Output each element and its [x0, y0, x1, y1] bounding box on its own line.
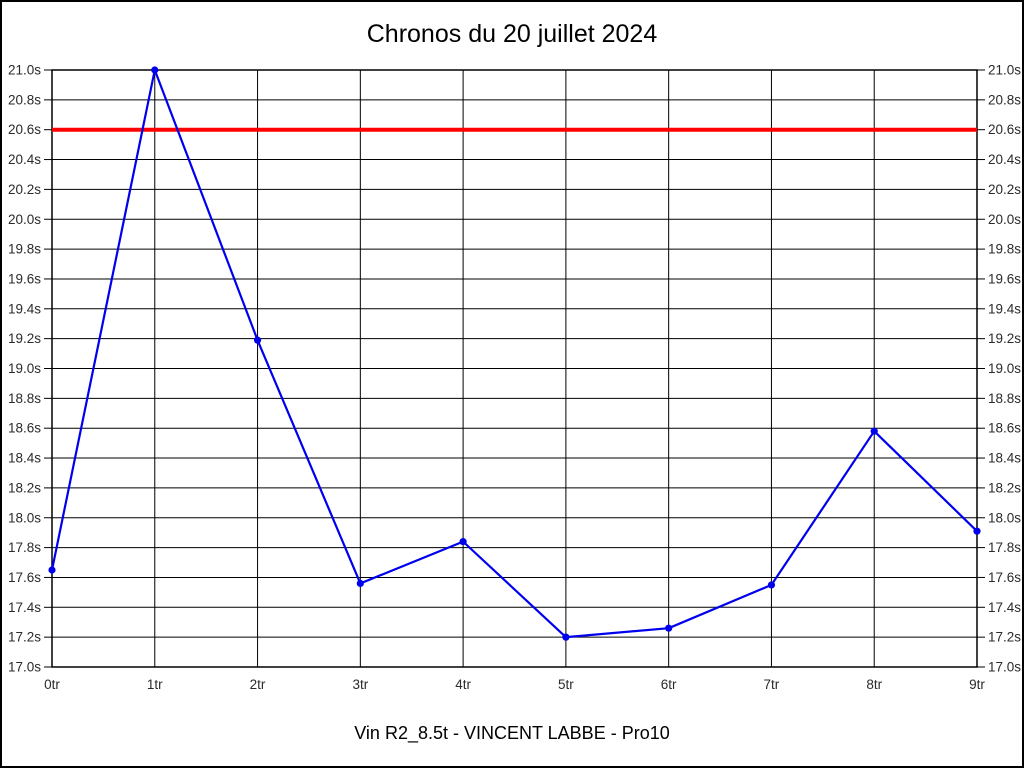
y-axis-tick-label-left: 17.4s [8, 600, 41, 615]
y-axis-tick-label-right: 19.8s [988, 242, 1021, 257]
y-axis-tick-label-left: 19.8s [8, 242, 41, 257]
y-axis-tick-label-right: 17.2s [988, 630, 1021, 645]
y-axis-tick-label-left: 20.4s [8, 152, 41, 167]
y-axis-tick-label-right: 19.0s [988, 361, 1021, 376]
y-axis-tick-label-left: 21.0s [8, 63, 41, 78]
chart-title: Chronos du 20 juillet 2024 [366, 20, 658, 48]
y-axis-tick-label-right: 17.6s [988, 570, 1021, 585]
y-axis-tick-label-left: 18.4s [8, 451, 41, 466]
y-axis-tick-label-left: 19.6s [8, 271, 41, 286]
y-axis-tick-label-right: 20.2s [988, 182, 1021, 197]
chart-footer-label: Vin R2_8.5t - VINCENT LABBE - Pro10 [354, 723, 670, 743]
y-axis-tick-label-left: 20.8s [8, 92, 41, 107]
x-axis-tick-label: 9tr [969, 677, 985, 692]
x-axis-tick-label: 8tr [866, 677, 882, 692]
series-line [50, 68, 978, 639]
y-axis-tick-label-right: 18.0s [988, 510, 1021, 525]
y-axis-tick-label-left: 18.8s [8, 391, 41, 406]
y-axis-tick-label-right: 21.0s [988, 63, 1021, 78]
y-axis-tick-label-left: 17.2s [8, 630, 41, 645]
data-point [356, 579, 364, 588]
y-axis-tick-label-left: 17.0s [8, 660, 41, 675]
y-axis-tick-label-left: 20.0s [8, 212, 41, 227]
y-axis-tick-label-left: 20.2s [8, 182, 41, 197]
y-axis-tick-label-right: 18.6s [988, 421, 1021, 436]
data-point [48, 566, 56, 574]
y-axis-tick-label-right: 19.4s [988, 301, 1021, 316]
y-axis-tick-label-left: 18.6s [8, 421, 41, 436]
y-axis-tick-label-right: 19.2s [988, 331, 1021, 346]
x-axis-tick-label: 2tr [250, 677, 266, 692]
x-axis-tick-label: 5tr [558, 677, 574, 692]
data-point [562, 633, 570, 641]
y-axis-tick-label-left: 17.8s [8, 540, 41, 555]
y-axis-tick-label-right: 18.2s [988, 480, 1021, 495]
x-axis-tick-label: 4tr [455, 677, 471, 692]
data-point [767, 581, 776, 589]
y-axis-tick-label-left: 20.6s [8, 122, 41, 137]
x-axis-tick-label: 0tr [44, 677, 60, 692]
x-axis-tick-label: 3tr [352, 677, 368, 692]
y-axis-tick-label-right: 17.0s [988, 660, 1021, 675]
y-axis-tick-label-left: 17.6s [8, 570, 41, 585]
data-point [665, 624, 673, 632]
y-axis-tick-label-left: 19.0s [8, 361, 41, 376]
y-axis-tick-label-right: 20.8s [988, 92, 1021, 107]
y-axis-tick-label-right: 17.4s [988, 600, 1021, 615]
y-axis-tick-label-left: 19.2s [8, 331, 41, 346]
y-axis-tick-label-right: 20.0s [988, 212, 1021, 227]
x-axis-tick-label: 1tr [147, 677, 163, 692]
data-point [151, 66, 159, 74]
data-point [459, 538, 467, 546]
y-axis-tick-label-left: 18.0s [8, 510, 41, 525]
x-axis-tick-label: 6tr [661, 677, 677, 692]
y-axis-tick-label-right: 17.8s [988, 540, 1021, 555]
y-axis-tick-label-right: 20.6s [988, 122, 1021, 137]
data-point [253, 336, 262, 344]
y-axis-tick-label-right: 18.4s [988, 451, 1021, 466]
y-axis-tick-label-left: 18.2s [8, 480, 41, 495]
y-axis-tick-label-right: 20.4s [988, 152, 1021, 167]
data-point [870, 427, 878, 435]
y-axis-tick-label-left: 19.4s [8, 301, 41, 316]
x-axis-tick-label: 7tr [764, 677, 780, 692]
y-axis-tick-label-right: 19.6s [988, 271, 1021, 286]
y-axis-tick-label-right: 18.8s [988, 391, 1021, 406]
plot-frame [51, 69, 978, 668]
data-point [973, 527, 981, 535]
